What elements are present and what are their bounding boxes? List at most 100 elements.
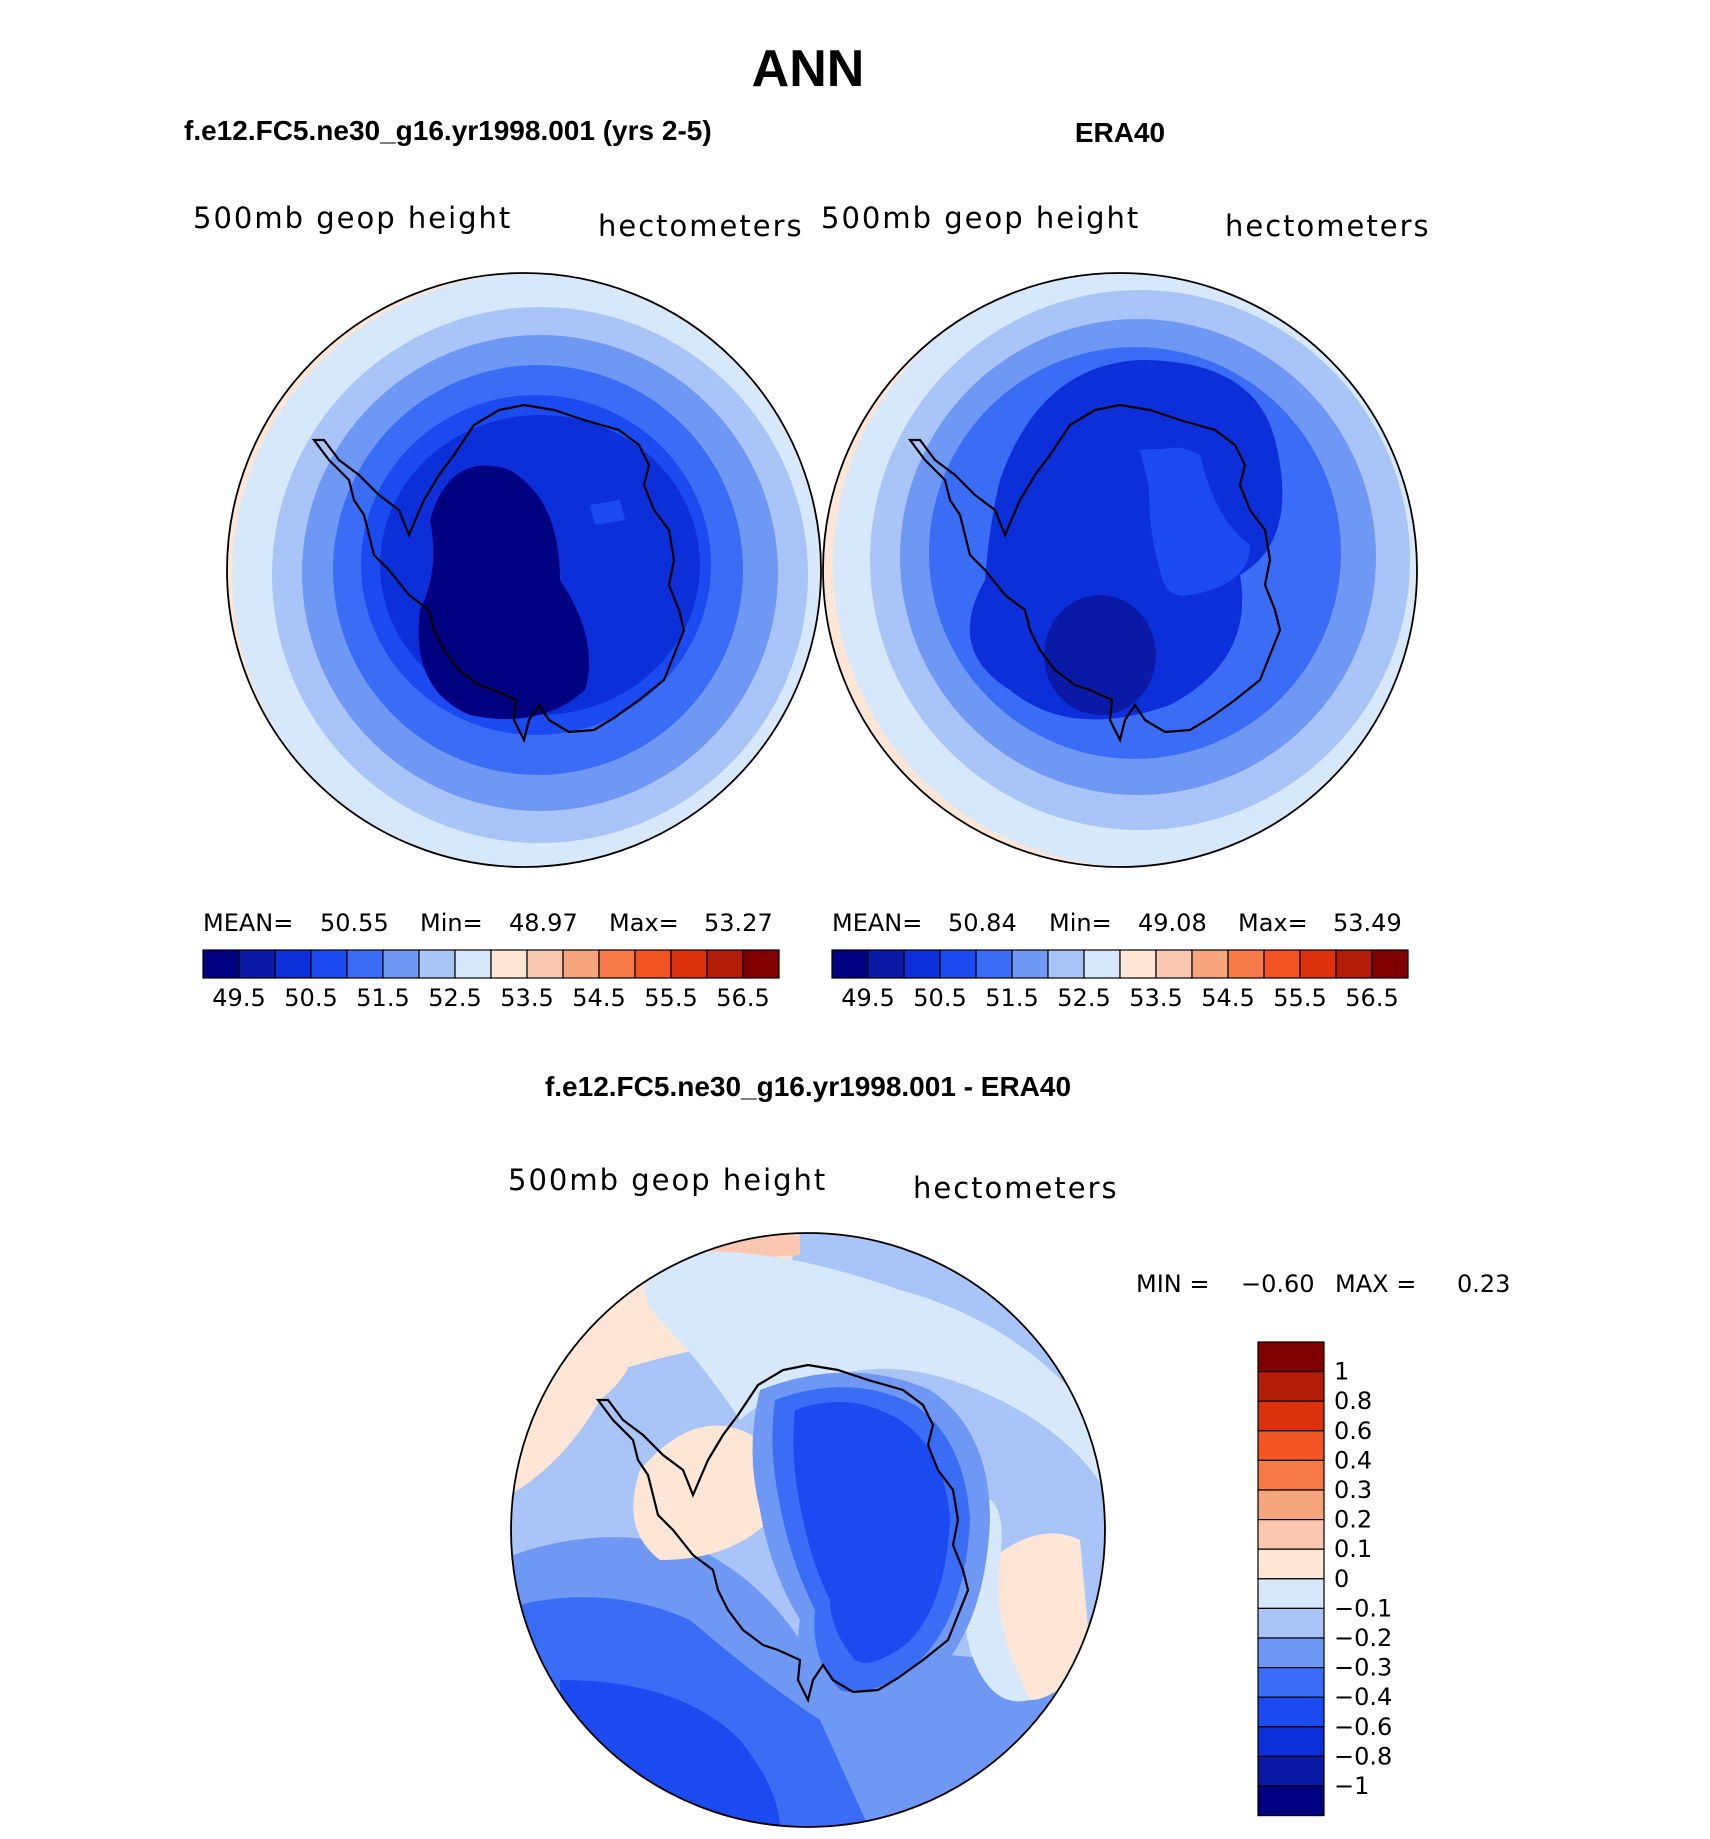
colorbar-swatch [1257,1548,1325,1580]
colorbar-swatch [1155,949,1193,979]
panel-obs-colorbar: 49.5 50.5 51.5 52.5 53.5 54.5 55.5 56.5 [831,949,1409,1012]
colorbar-tick-label: 53.5 [1129,984,1182,1012]
colorbar-swatch [1257,1785,1325,1817]
colorbar-swatch [634,949,672,979]
panel-model-mean-label: MEAN= [203,909,293,937]
figure-title: ANN [752,40,865,98]
panel-obs-stats: MEAN= 50.84 Min= 49.08 Max= 53.49 [832,909,1402,937]
colorbar-swatch [238,949,276,979]
panel-model-colorbar: 49.5 50.5 51.5 52.5 53.5 54.5 55.5 56.5 [202,949,780,1012]
panel-obs-max-label: Max= [1238,909,1308,937]
colorbar-tick-label: −0.2 [1334,1624,1392,1652]
panel-obs-min-label: Min= [1049,909,1112,937]
colorbar-swatch [1299,949,1337,979]
colorbar-tick-label: −0.4 [1334,1683,1392,1711]
colorbar-tick-label: 56.5 [716,984,769,1012]
colorbar-swatch [1257,1430,1325,1462]
colorbar-tick-label: 49.5 [212,984,265,1012]
colorbar-tick-label: −0.1 [1334,1594,1392,1622]
colorbar-swatch [1257,1637,1325,1669]
colorbar-tick-label: 0.3 [1334,1476,1372,1504]
colorbar-swatch [418,949,456,979]
panel-diff-min-value: −0.60 [1241,1270,1315,1298]
colorbar-tick-label: −0.8 [1334,1742,1392,1770]
colorbar-swatch [1257,1518,1325,1550]
colorbar-swatch [742,949,780,979]
panel-model: f.e12.FC5.ne30_g16.yr1998.001 (yrs 2-5) … [184,115,822,1012]
panel-model-variable-label: 500mb geop height [193,201,512,235]
colorbar-swatch [670,949,708,979]
colorbar-swatch [1257,1607,1325,1639]
panel-model-map-border [226,272,822,868]
colorbar-tick-label: 56.5 [1345,984,1398,1012]
colorbar-tick-label: 55.5 [644,984,697,1012]
colorbar-swatch [526,949,564,979]
colorbar-swatch [1257,1578,1325,1610]
colorbar-tick-label: −0.6 [1334,1713,1392,1741]
colorbar-swatch [1083,949,1121,979]
panel-diff-min-label: MIN = [1136,1270,1209,1298]
colorbar-swatch [274,949,312,979]
panel-obs: ERA40 500mb geop height hectometers MEAN… [821,117,1431,1012]
panel-model-max-value: 53.27 [704,909,773,937]
colorbar-swatch [1257,1400,1325,1432]
panel-model-map [227,273,821,867]
colorbar-swatch [1227,949,1265,979]
colorbar-swatch [1191,949,1229,979]
panel-diff-colorbar: 10.80.60.40.30.20.10−0.1−0.2−0.3−0.4−0.6… [1257,1341,1392,1817]
colorbar-tick-label: 0.2 [1334,1506,1372,1534]
panel-model-min-label: Min= [420,909,483,937]
colorbar-tick-label: 54.5 [572,984,625,1012]
panel-model-units-label: hectometers [598,209,804,243]
colorbar-tick-label: −1 [1334,1772,1369,1800]
panel-diff-map [511,1233,1105,1827]
colorbar-swatch [867,949,905,979]
colorbar-swatch [598,949,636,979]
colorbar-swatch [1257,1755,1325,1787]
panel-diff-max-label: MAX = [1335,1270,1416,1298]
panel-obs-map-border [822,272,1418,868]
colorbar-swatch [1011,949,1049,979]
colorbar-swatch [831,949,869,979]
colorbar-swatch [1257,1459,1325,1491]
colorbar-swatch [1257,1489,1325,1521]
panel-obs-title: ERA40 [1075,117,1165,148]
colorbar-swatch [1047,949,1085,979]
colorbar-swatch [1335,949,1373,979]
colorbar-swatch [454,949,492,979]
colorbar-tick-label: 0.6 [1334,1417,1372,1445]
colorbar-swatch [1257,1696,1325,1728]
colorbar-tick-label: 51.5 [985,984,1038,1012]
colorbar-swatch [706,949,744,979]
colorbar-tick-label: 0.1 [1334,1535,1372,1563]
panel-obs-mean-value: 50.84 [948,909,1017,937]
colorbar-swatch [975,949,1013,979]
colorbar-swatch [1257,1726,1325,1758]
colorbar-tick-label: 1 [1334,1358,1349,1386]
panel-diff-max-value: 0.23 [1457,1270,1510,1298]
panel-model-stats: MEAN= 50.55 Min= 48.97 Max= 53.27 [203,909,773,937]
colorbar-swatch [310,949,348,979]
panel-diff-variable-label: 500mb geop height [508,1163,827,1197]
panel-diff-units-label: hectometers [913,1171,1119,1205]
colorbar-tick-label: 53.5 [500,984,553,1012]
colorbar-tick-label: 55.5 [1273,984,1326,1012]
colorbar-tick-label: 0.8 [1334,1387,1372,1415]
colorbar-tick-label: −0.3 [1334,1654,1392,1682]
colorbar-swatch [1257,1370,1325,1402]
panel-obs-units-label: hectometers [1225,209,1431,243]
colorbar-tick-label: 54.5 [1201,984,1254,1012]
colorbar-tick-label: 0.4 [1334,1446,1372,1474]
colorbar-swatch [903,949,941,979]
colorbar-swatch [1371,949,1409,979]
colorbar-tick-label: 52.5 [1057,984,1110,1012]
colorbar-swatch [382,949,420,979]
colorbar-swatch [1257,1341,1325,1373]
panel-diff-map-border [510,1232,1106,1828]
panel-obs-max-value: 53.49 [1333,909,1402,937]
colorbar-tick-label: 52.5 [428,984,481,1012]
panel-model-mean-value: 50.55 [320,909,389,937]
colorbar-swatch [490,949,528,979]
colorbar-swatch [1257,1666,1325,1698]
